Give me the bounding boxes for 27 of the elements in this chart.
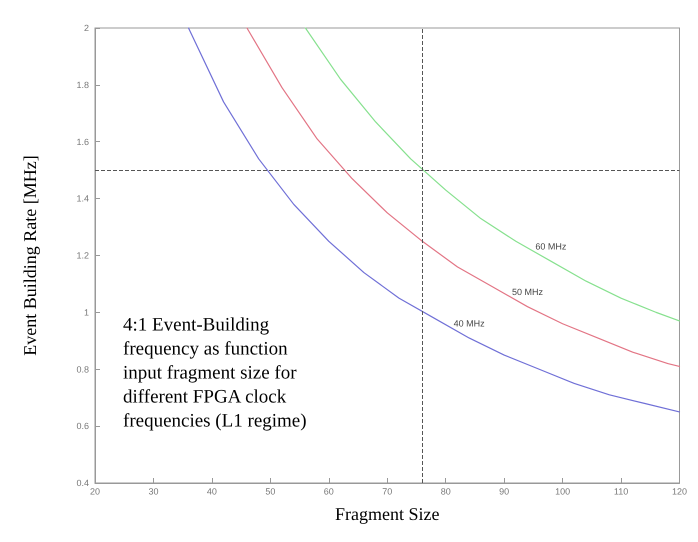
x-tick-label: 90	[499, 486, 510, 496]
y-tick-label: 1.6	[76, 136, 89, 147]
x-tick-label: 50	[265, 486, 276, 496]
y-tick-label: 1.4	[76, 194, 89, 204]
line-series	[304, 27, 680, 322]
x-tick-label: 60	[324, 486, 334, 496]
y-tick-label: 0.4	[76, 478, 89, 488]
x-tick-label: 120	[672, 486, 688, 496]
series-label: 60 MHz	[535, 242, 567, 252]
x-axis-title: Fragment Size	[335, 504, 440, 524]
y-tick-label: 1.8	[76, 80, 89, 90]
y-tick-label: 2	[84, 23, 89, 33]
x-tick-label: 40	[206, 486, 217, 496]
series-label: 40 MHz	[454, 318, 486, 328]
y-tick-label: 0.6	[76, 421, 89, 432]
y-tick-label: 1.2	[76, 250, 89, 260]
y-tick-label: 1	[84, 307, 89, 318]
x-tick-label: 70	[382, 486, 392, 496]
y-tick-label: 0.8	[76, 364, 89, 374]
y-axis-title: Event Building Rate [MHz]	[20, 155, 40, 356]
x-tick-label: 30	[148, 486, 158, 496]
x-tick-label: 20	[90, 486, 100, 496]
x-tick-label: 110	[614, 486, 628, 496]
x-tick-label: 100	[555, 486, 570, 496]
series-label: 50 MHz	[512, 287, 544, 298]
x-tick-label: 80	[440, 486, 451, 496]
annotation: 4:1 Event-Building frequency as function input fragment size for different FPGA clock frequencies (L1 regime)	[123, 314, 307, 432]
